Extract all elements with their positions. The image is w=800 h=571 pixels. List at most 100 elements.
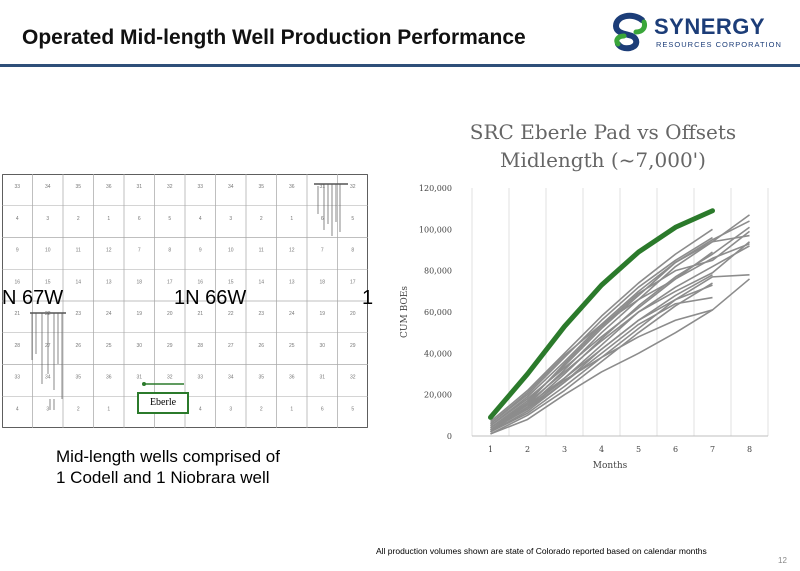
section-number: 21 xyxy=(197,311,203,317)
section-number: 1 xyxy=(290,216,293,222)
section-number: 17 xyxy=(167,279,173,285)
section-number: 4 xyxy=(199,406,202,412)
synergy-s-logo-icon xyxy=(612,12,647,52)
section-number: 33 xyxy=(14,184,20,190)
section-number: 31 xyxy=(319,184,325,190)
section-number: 32 xyxy=(167,184,173,190)
offset-well-line xyxy=(490,274,750,433)
section-number: 32 xyxy=(167,375,173,381)
section-number: 10 xyxy=(45,248,51,254)
section-number: 12 xyxy=(289,248,295,254)
x-tick-label: 8 xyxy=(747,445,752,454)
section-number: 2 xyxy=(77,406,80,412)
section-number: 17 xyxy=(350,279,356,285)
section-number: 26 xyxy=(75,343,81,349)
section-number: 3 xyxy=(229,216,232,222)
eberle-series-group xyxy=(488,208,715,420)
section-number: 19 xyxy=(319,311,325,317)
section-number: 4 xyxy=(16,406,19,412)
x-tick-label: 2 xyxy=(525,445,530,454)
section-number: 2 xyxy=(260,216,263,222)
section-number: 11 xyxy=(76,248,81,254)
section-number: 31 xyxy=(319,375,325,381)
section-number: 4 xyxy=(199,216,202,222)
section-number: 16 xyxy=(197,279,203,285)
section-number: 27 xyxy=(228,343,234,349)
section-number: 36 xyxy=(289,184,295,190)
section-number: 35 xyxy=(75,375,81,381)
section-number: 31 xyxy=(136,375,142,381)
section-number: 15 xyxy=(228,279,234,285)
section-grid: 33 34 35 36 31 32 33 34 35 36 31 324 3 2 1 6 5 4 3 2 1 6 59 10 1… xyxy=(2,174,368,428)
section-number: 6 xyxy=(321,406,324,412)
section-number: 1 xyxy=(107,216,110,222)
section-number: 8 xyxy=(168,248,171,254)
section-number: 26 xyxy=(258,343,264,349)
section-number: 23 xyxy=(75,311,81,317)
section-number: 14 xyxy=(75,279,81,285)
section-number: 20 xyxy=(350,311,356,317)
eberle-pad-label: Eberle xyxy=(137,392,189,414)
section-number: 10 xyxy=(228,248,234,254)
x-tick-label: 3 xyxy=(562,445,567,454)
y-tick-label: 100,000 xyxy=(419,225,452,234)
section-number: 5 xyxy=(351,216,354,222)
section-number: 3 xyxy=(46,216,49,222)
footnote: All production volumes shown are state o… xyxy=(376,546,707,556)
section-number: 35 xyxy=(258,184,264,190)
section-number: 3 xyxy=(229,406,232,412)
offset-well-line xyxy=(489,228,713,423)
page-number: 12 xyxy=(778,556,787,565)
offset-well-line xyxy=(490,241,751,429)
section-number: 21 xyxy=(14,311,20,317)
section-number: 24 xyxy=(106,311,112,317)
section-number: 1 xyxy=(290,406,293,412)
offset-well-line xyxy=(490,296,713,431)
eberle-pad-line xyxy=(488,208,715,420)
section-number: 24 xyxy=(289,311,295,317)
section-number: 7 xyxy=(138,248,141,254)
township-label-right: 1 xyxy=(362,287,374,309)
section-number: 6 xyxy=(321,216,324,222)
section-number: 34 xyxy=(45,375,51,381)
header-divider xyxy=(0,64,800,67)
well-laterals xyxy=(30,183,348,410)
section-number: 32 xyxy=(350,375,356,381)
section-number: 4 xyxy=(16,216,19,222)
section-number: 19 xyxy=(136,311,142,317)
x-tick-label: 5 xyxy=(636,445,641,454)
section-number: 30 xyxy=(136,343,142,349)
section-number: 34 xyxy=(228,184,234,190)
y-tick-label: 120,000 xyxy=(419,184,452,193)
slide-title: Operated Mid-length Well Production Perf… xyxy=(22,26,526,49)
offset-well-line xyxy=(490,230,750,433)
section-number: 5 xyxy=(168,216,171,222)
section-number: 1 xyxy=(107,406,110,412)
section-number: 32 xyxy=(350,184,356,190)
section-number: 12 xyxy=(106,248,112,254)
township-label-center: 1N 66W xyxy=(174,287,247,309)
x-tick-label: 6 xyxy=(673,445,678,454)
y-tick-label: 80,000 xyxy=(424,267,452,276)
section-number: 29 xyxy=(167,343,173,349)
section-number: 33 xyxy=(197,184,203,190)
chart-gridlines xyxy=(471,188,769,436)
section-number: 28 xyxy=(14,343,20,349)
x-tick-label: 1 xyxy=(488,445,493,454)
section-number: 33 xyxy=(14,375,20,381)
caption-line-1: Mid-length wells comprised of xyxy=(56,447,280,466)
chart-title: SRC Eberle Pad vs Offsets Midlength (~7,… xyxy=(418,118,788,174)
section-number: 29 xyxy=(350,343,356,349)
section-number: 34 xyxy=(45,184,51,190)
section-map: 33 34 35 36 31 32 33 34 35 36 31 324 3 2 1 6 5 4 3 2 1 6 59 10 1… xyxy=(2,174,368,428)
section-number: 11 xyxy=(259,248,264,254)
section-number: 7 xyxy=(321,248,324,254)
y-axis-label: CUM BOEs xyxy=(400,286,410,338)
logo-wordmark: SYNERGY xyxy=(654,14,766,39)
section-number: 36 xyxy=(106,375,112,381)
section-number: 14 xyxy=(258,279,264,285)
map-section-cell xyxy=(337,396,368,428)
offset-well-line xyxy=(490,234,750,427)
section-number: 33 xyxy=(197,375,203,381)
section-number: 22 xyxy=(228,311,234,317)
